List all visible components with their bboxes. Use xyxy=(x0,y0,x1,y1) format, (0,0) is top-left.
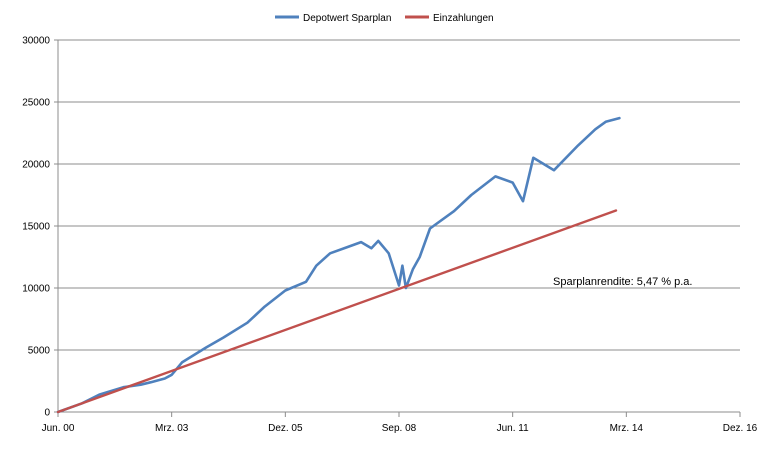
legend-label: Depotwert Sparplan xyxy=(303,13,391,24)
x-tick-label: Dez. 16 xyxy=(723,423,758,434)
axes: 0 5000 10000 15000 20000 25000 30000 Jun. 00 Mrz… xyxy=(22,36,757,435)
y-tick-label: 10000 xyxy=(22,284,50,295)
series-lines xyxy=(56,116,621,414)
x-tick-label: Mrz. 03 xyxy=(155,423,189,434)
gridlines xyxy=(58,39,740,351)
chart-annotation: Sparplanrendite: 5,47 % p.a. xyxy=(553,276,692,288)
y-tick-label: 5000 xyxy=(28,346,51,357)
x-tick-label: Mrz. 14 xyxy=(610,423,644,434)
series-line-einzahlungen xyxy=(56,209,618,414)
x-tick-label: Dez. 05 xyxy=(268,423,303,434)
y-tick-label: 25000 xyxy=(22,98,50,109)
y-tick-label: 0 xyxy=(44,408,50,419)
x-tick-label: Jun. 11 xyxy=(497,423,529,434)
legend: Depotwert Sparplan Einzahlungen xyxy=(275,13,494,24)
x-tick-label: Jun. 00 xyxy=(42,423,75,434)
series-line-depotwert xyxy=(56,116,621,414)
y-tick-label: 20000 xyxy=(22,160,50,171)
x-tick-label: Sep. 08 xyxy=(382,423,417,434)
legend-label: Einzahlungen xyxy=(433,13,494,24)
y-tick-label: 15000 xyxy=(22,222,50,233)
y-tick-label: 30000 xyxy=(22,36,50,47)
